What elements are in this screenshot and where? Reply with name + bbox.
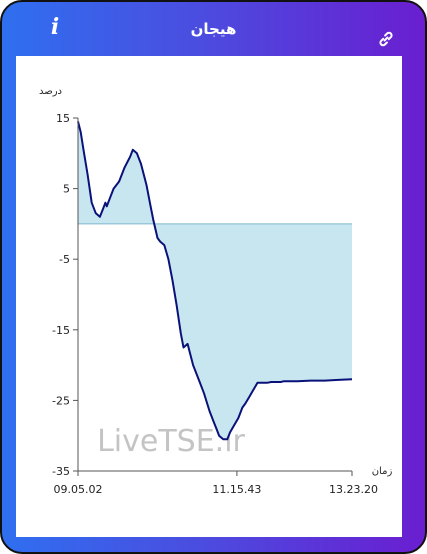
x-axis-label: زمان <box>372 466 393 477</box>
y-tick-label: -15 <box>52 324 70 337</box>
page-title: هیجان <box>190 20 237 38</box>
y-tick-label: 15 <box>56 112 70 125</box>
y-tick-label: -25 <box>52 394 70 407</box>
area-fill <box>78 121 352 440</box>
y-axis-label: درصد <box>39 86 62 97</box>
link-icon[interactable] <box>377 30 395 48</box>
x-tick-label: 13.23.20 <box>329 483 378 496</box>
chart-svg: درصد زمان LiveTSE.ir 155-5-15-25-35 09.0… <box>39 86 393 496</box>
y-tick-label: -5 <box>59 253 70 266</box>
plot-area <box>77 118 353 472</box>
chart-panel: درصد زمان LiveTSE.ir 15 5 -5 -15 -25 -35 09.0… <box>16 56 402 537</box>
y-ticks: 15 5 -5 -15 -25 -35 <box>52 112 78 478</box>
x-tick-label: 09.05.02 <box>54 483 103 496</box>
y-tick-label: -35 <box>52 465 70 478</box>
info-icon[interactable]: i <box>50 14 60 40</box>
header-bar: i هیجان <box>2 2 425 56</box>
x-tick-label: 11.15.43 <box>212 483 261 496</box>
series-line <box>77 121 353 441</box>
y-tick-label: 5 <box>63 183 70 196</box>
x-ticks: 09.05.02 11.15.43 13.23.20 <box>54 471 378 496</box>
